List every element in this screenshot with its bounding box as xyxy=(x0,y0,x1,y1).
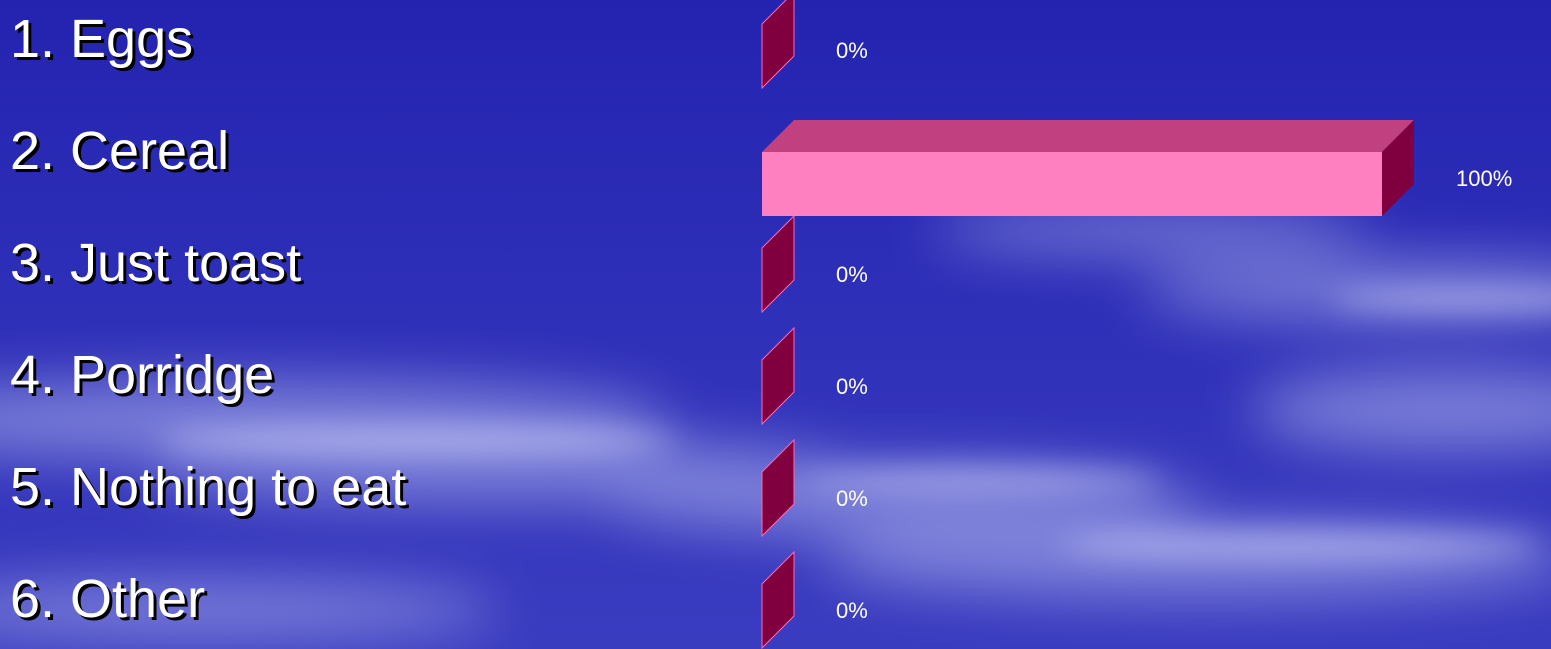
bar-top-cereal xyxy=(762,120,1414,152)
bar-side-porridge xyxy=(761,326,795,426)
bar-nothing-to-eat xyxy=(761,438,795,538)
option-porridge: 4. Porridge xyxy=(10,345,275,405)
bar-eggs xyxy=(761,0,795,90)
bar-just-toast xyxy=(761,214,795,314)
bar-side-nothing-to-eat xyxy=(761,438,795,538)
option-other: 6. Other xyxy=(10,569,206,629)
option-nothing-to-eat: 5. Nothing to eat xyxy=(10,457,407,517)
value-label-eggs: 0% xyxy=(836,38,868,63)
bar-side-cereal xyxy=(1382,120,1414,216)
option-eggs: 1. Eggs xyxy=(10,9,194,69)
value-label-porridge: 0% xyxy=(836,374,868,399)
bar-front-cereal xyxy=(762,152,1382,216)
value-label-just-toast: 0% xyxy=(836,262,868,287)
bar-side-other xyxy=(761,550,795,649)
bar-other xyxy=(761,550,795,649)
option-cereal: 2. Cereal xyxy=(10,121,230,181)
value-label-nothing-to-eat: 0% xyxy=(836,486,868,511)
bar-porridge xyxy=(761,326,795,426)
value-label-other: 0% xyxy=(836,598,868,623)
value-label-cereal: 100% xyxy=(1456,166,1512,191)
answer-options: 1. Eggs 2. Cereal 3. Just toast 4. Porri… xyxy=(0,0,700,649)
bar-side-just-toast xyxy=(761,214,795,314)
bar-cereal xyxy=(762,120,1414,216)
option-just-toast: 3. Just toast xyxy=(10,233,302,293)
bar-side-eggs xyxy=(761,0,795,90)
